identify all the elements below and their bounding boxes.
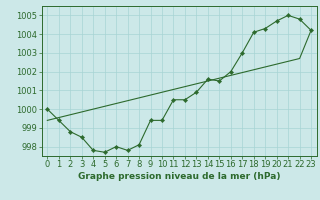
X-axis label: Graphe pression niveau de la mer (hPa): Graphe pression niveau de la mer (hPa) [78,172,280,181]
